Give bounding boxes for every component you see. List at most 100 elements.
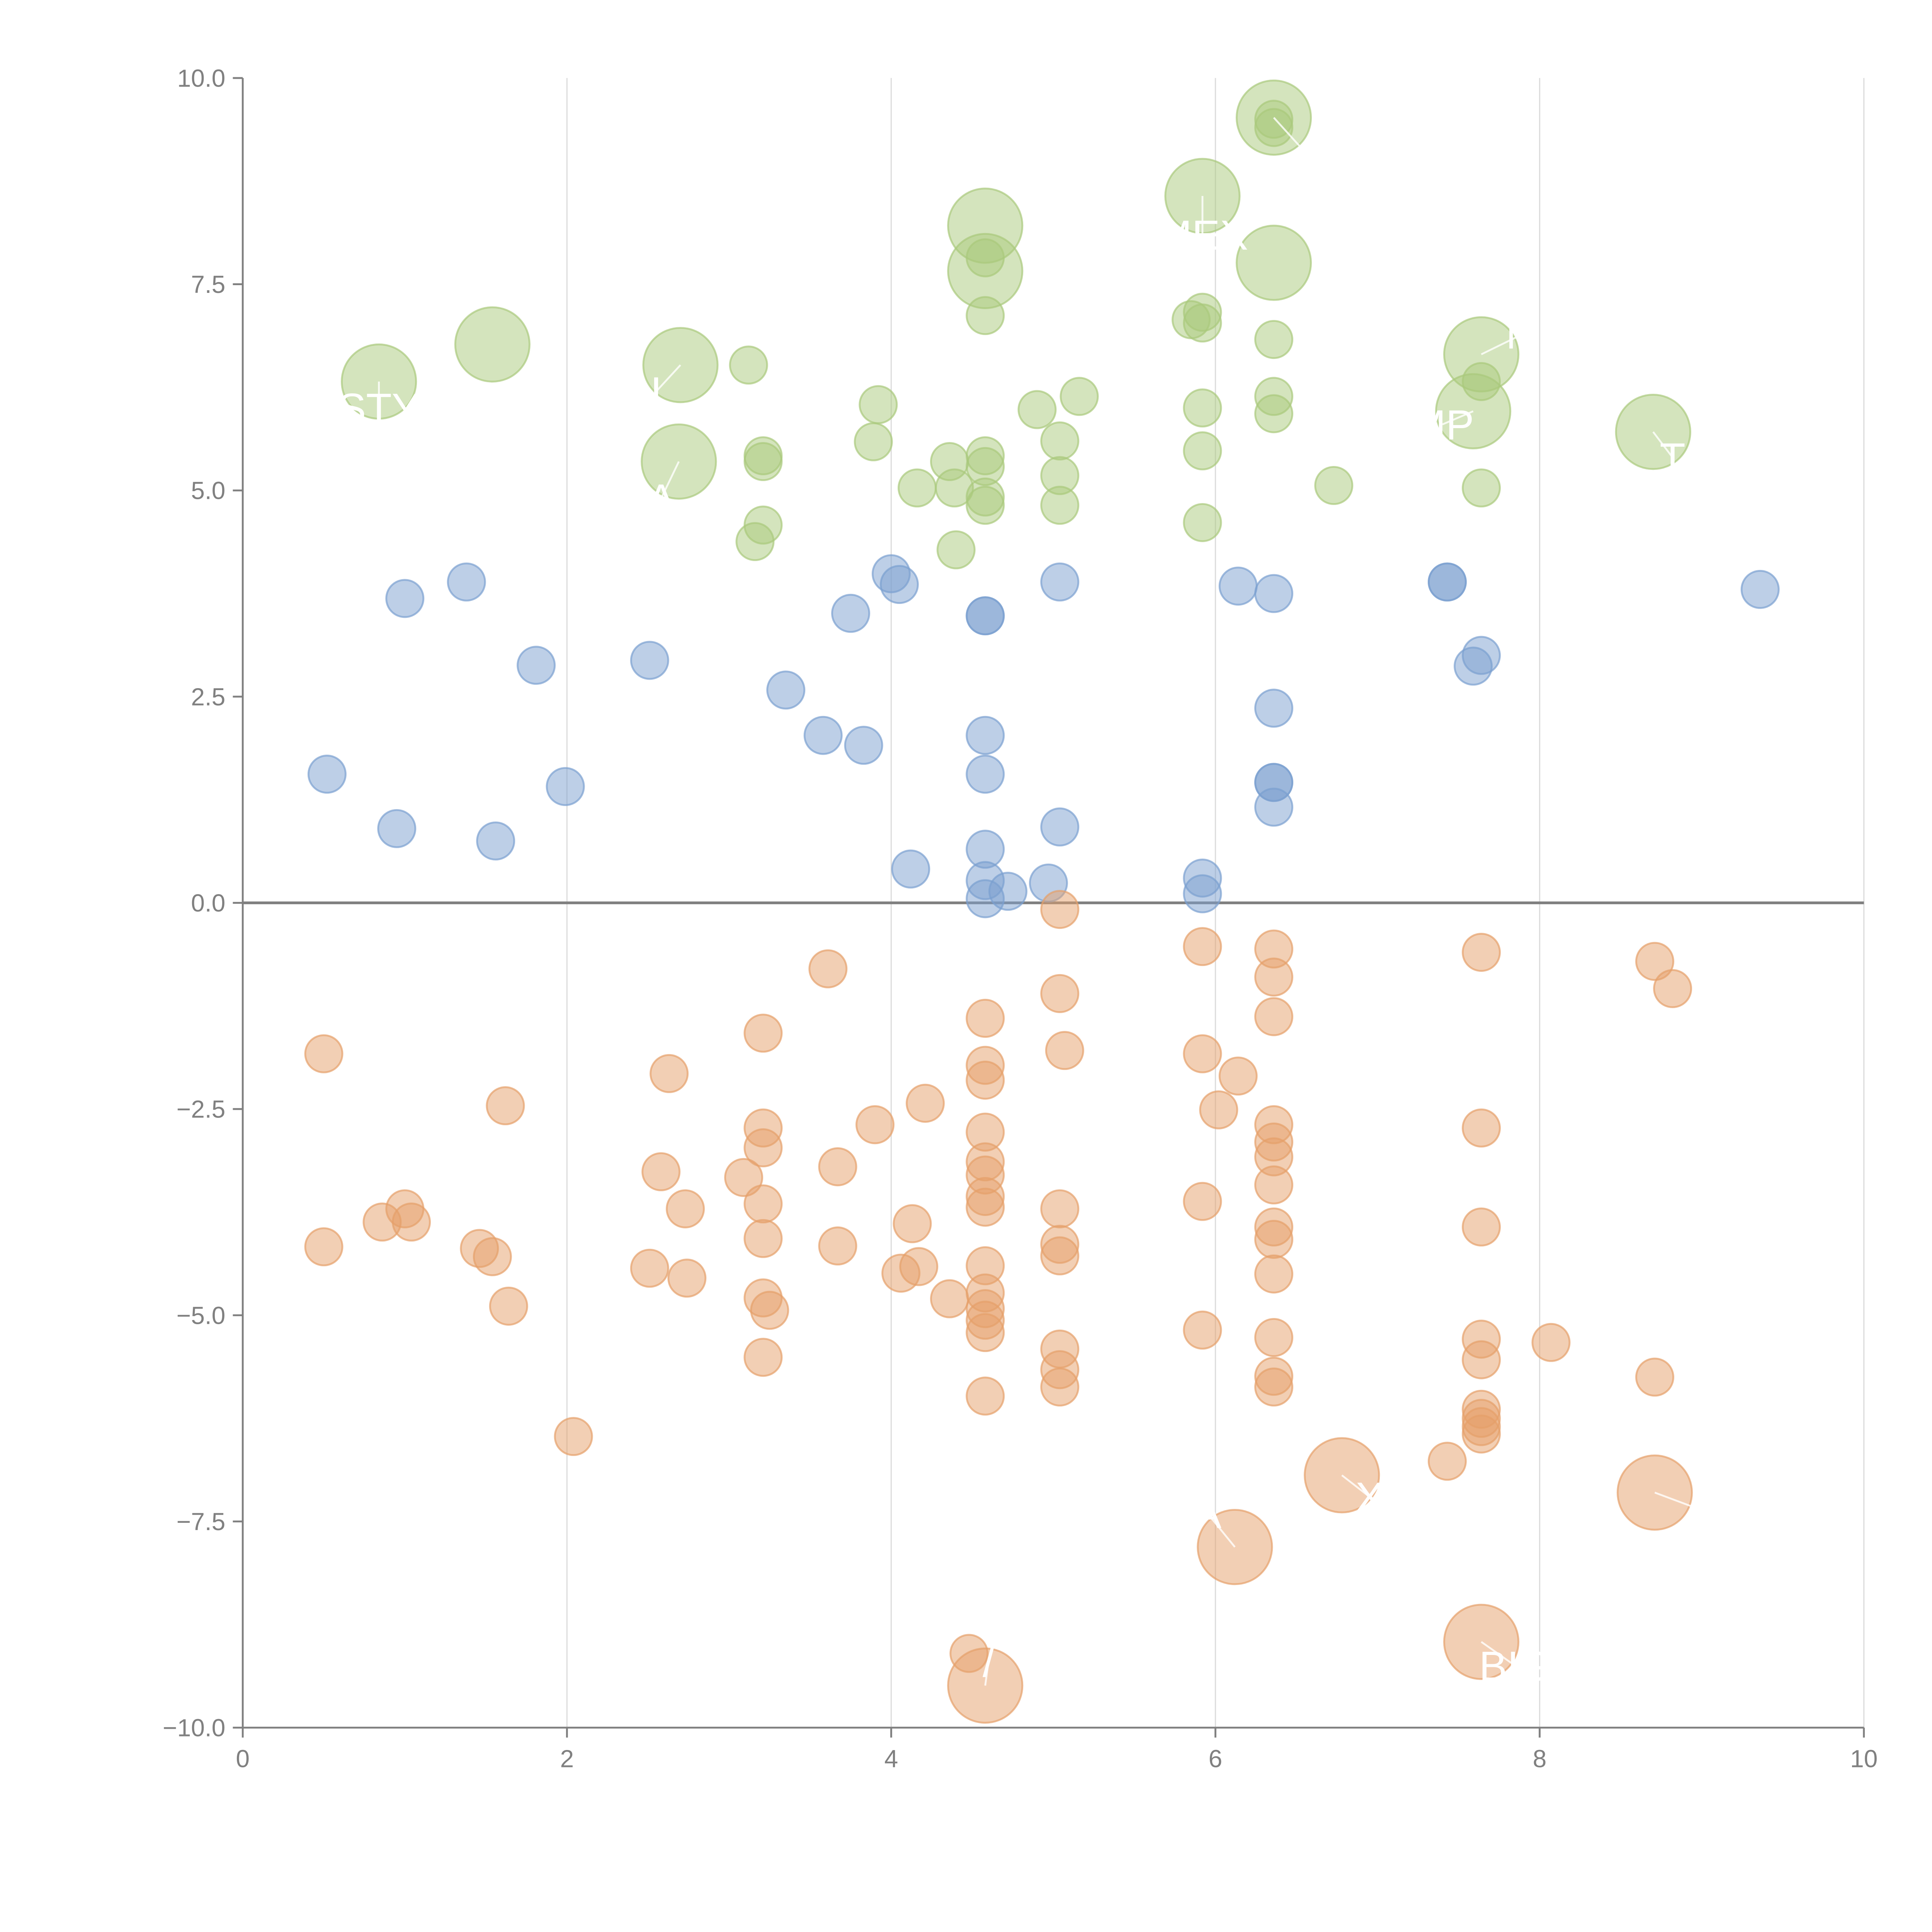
- orange-data-point: [1462, 933, 1501, 972]
- orange-data-point: [1254, 997, 1294, 1036]
- blue-data-point: [966, 755, 1005, 794]
- orange-data-point: [966, 1313, 1005, 1352]
- orange-data-point: [1254, 1254, 1294, 1294]
- x-tick-label: 6: [1209, 1745, 1223, 1773]
- orange-data-point: [1427, 1442, 1467, 1481]
- blue-data-point: [1740, 570, 1780, 609]
- orange-data-point: [1635, 942, 1674, 981]
- annotation-label: I: [650, 369, 662, 416]
- orange-data-point: [641, 1152, 681, 1191]
- orange-data-point: [743, 1184, 783, 1224]
- green-data-point: [1254, 394, 1294, 434]
- annotation-label: MEX: [1157, 212, 1248, 259]
- blue-data-point: [385, 579, 425, 618]
- green-data-point: [1435, 373, 1512, 449]
- x-tick-label: 2: [560, 1745, 574, 1773]
- orange-data-point: [743, 1219, 783, 1258]
- annotation-leader-line: [1206, 1512, 1236, 1548]
- annotation-label: I: [1704, 1490, 1716, 1537]
- orange-data-point: [899, 1247, 939, 1286]
- orange-data-point: [1254, 957, 1294, 997]
- y-tick-label: −7.5: [177, 1508, 226, 1536]
- orange-data-point: [743, 1338, 783, 1377]
- green-data-point: [1040, 421, 1080, 461]
- blue-data-point: [447, 562, 486, 602]
- orange-data-point: [1462, 1414, 1501, 1454]
- orange-data-point: [486, 1086, 525, 1126]
- blue-data-point: [966, 716, 1005, 755]
- blue-data-point: [630, 641, 669, 680]
- blue-data-point: [307, 755, 347, 794]
- x-axis: 0 2 4 6 8 10: [236, 1726, 1878, 1773]
- orange-data-point: [808, 949, 848, 988]
- annotation-label: BIG: [1479, 1643, 1552, 1690]
- orange-data-point: [650, 1054, 689, 1093]
- blue-data-point: [476, 821, 515, 861]
- orange-data-point: [630, 1248, 669, 1288]
- orange-data-point: [1040, 974, 1080, 1013]
- y-tick-label: 2.5: [191, 683, 225, 711]
- orange-data-point: [1531, 1323, 1571, 1362]
- blue-data-point: [844, 726, 883, 765]
- orange-data-point: [1254, 1219, 1294, 1259]
- annotation-leader-line: [1654, 1492, 1710, 1514]
- green-data-point: [1254, 320, 1294, 359]
- x-tick-label: 10: [1850, 1745, 1878, 1773]
- blue-data-point: [1183, 874, 1222, 913]
- orange-data-point: [930, 1279, 969, 1318]
- green-data-point: [1060, 377, 1099, 416]
- blue-data-point: [1040, 807, 1080, 847]
- green-data-point: [743, 442, 783, 481]
- orange-data-point: [473, 1237, 512, 1276]
- orange-data-point: [818, 1147, 857, 1187]
- y-axis: 10.0 7.5 5.0 2.5 0.0 −2.5 −5.0 −7.5 −10.0: [163, 64, 244, 1742]
- y-tick-label: 10.0: [177, 64, 226, 92]
- blue-data-point: [1454, 646, 1493, 686]
- orange-data-point: [855, 1105, 895, 1145]
- orange-data-point: [1462, 1340, 1501, 1379]
- blue-data-point: [546, 767, 585, 806]
- annotation-label: C: [1298, 138, 1328, 185]
- annotations: STY I A MEX C M MP T X A I BIG /: [338, 117, 1716, 1690]
- annotation-label: A: [647, 476, 675, 523]
- green-data-point: [1462, 468, 1501, 508]
- green-data-point: [947, 233, 1024, 309]
- annotation-label: MP: [1411, 401, 1474, 449]
- orange-data-point: [893, 1204, 932, 1243]
- x-tick-label: 8: [1533, 1745, 1547, 1773]
- orange-data-point: [392, 1202, 431, 1242]
- annotation-leader-line: [1442, 410, 1474, 425]
- blue-data-point: [1254, 689, 1294, 728]
- annotation-label: A: [1193, 1490, 1221, 1537]
- orange-data-point: [1183, 1034, 1222, 1073]
- orange-data-point: [666, 1189, 705, 1228]
- y-tick-label: 7.5: [191, 270, 225, 298]
- y-tick-label: 0.0: [191, 889, 225, 917]
- orange-data-point: [724, 1158, 764, 1197]
- green-data-point: [1183, 388, 1222, 428]
- annotation-leader-line: [1481, 333, 1524, 355]
- blue-data-point: [1218, 566, 1258, 606]
- orange-data-point: [1040, 1189, 1080, 1228]
- orange-data-point: [1183, 1182, 1222, 1221]
- orange-data-point: [1218, 1056, 1258, 1096]
- orange-data-point: [1040, 890, 1080, 929]
- blue-data-point: [891, 849, 930, 889]
- orange-data-point: [906, 1083, 945, 1123]
- annotation-leader-line: [660, 461, 680, 499]
- green-data-point: [966, 486, 1005, 525]
- orange-data-point: [304, 1227, 344, 1267]
- green-data-point: [735, 522, 775, 561]
- blue-data-point: [966, 596, 1005, 636]
- y-tick-label: −5.0: [177, 1301, 226, 1329]
- annotation-leader-line: [1481, 1641, 1516, 1667]
- orange-data-point: [818, 1226, 857, 1266]
- green-data-point: [1017, 390, 1057, 429]
- annotation-leader-line: [1652, 431, 1673, 458]
- annotation-leader-line: [1341, 1475, 1370, 1498]
- orange-data-point: [1040, 1367, 1080, 1407]
- blue-data-point: [377, 809, 417, 848]
- blue-data-point: [1254, 574, 1294, 613]
- orange-data-point: [1254, 1318, 1294, 1357]
- blue-data-point: [803, 716, 843, 755]
